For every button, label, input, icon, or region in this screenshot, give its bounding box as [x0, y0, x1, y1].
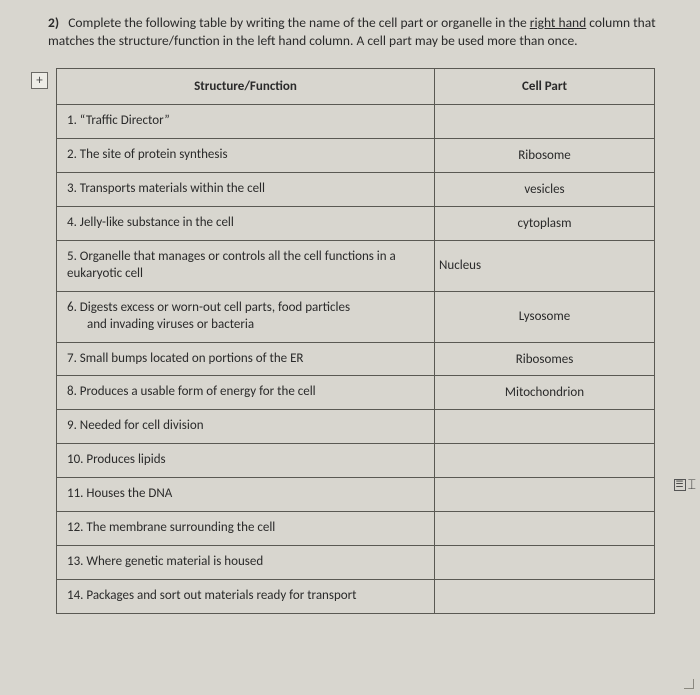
cell-part-answer[interactable]: cytoplasm [435, 207, 655, 241]
table-row: 10. Produces lipids [57, 444, 655, 478]
structure-function-cell: 6. Digests excess or worn-out cell parts… [57, 291, 435, 342]
structure-function-cell: 13. Where genetic material is housed [57, 545, 435, 579]
table-row: 4. Jelly-like substance in the cellcytop… [57, 207, 655, 241]
table-row: 13. Where genetic material is housed [57, 545, 655, 579]
structure-function-cell: 2. The site of protein synthesis [57, 139, 435, 173]
structure-function-cell: 4. Jelly-like substance in the cell [57, 207, 435, 241]
structure-function-subline: and invading viruses or bacteria [67, 317, 426, 334]
table-row: 11. Houses the DNA [57, 478, 655, 512]
table-expand-handle[interactable]: + [31, 72, 48, 89]
cell-part-answer[interactable]: Lysosome [435, 291, 655, 342]
structure-function-cell: 14. Packages and sort out materials read… [57, 579, 435, 613]
table-row: 1. “Traffic Director” [57, 105, 655, 139]
cell-part-answer[interactable] [435, 545, 655, 579]
question-instructions: 2) Complete the following table by writi… [48, 14, 672, 50]
instruction-underlined: right hand [530, 14, 586, 31]
cell-part-answer[interactable] [435, 512, 655, 546]
structure-function-cell: 11. Houses the DNA [57, 478, 435, 512]
cell-part-answer[interactable] [435, 410, 655, 444]
header-cell-part: Cell Part [435, 69, 655, 105]
cell-part-answer[interactable]: Nucleus [435, 241, 655, 292]
header-structure-function: Structure/Function [57, 69, 435, 105]
structure-function-cell: 7. Small bumps located on portions of th… [57, 342, 435, 376]
cell-part-answer[interactable] [435, 105, 655, 139]
table-row: 2. The site of protein synthesisRibosome [57, 139, 655, 173]
cell-part-answer[interactable]: Mitochondrion [435, 376, 655, 410]
layout-options-icon[interactable]: ☰ ⌶ [674, 476, 696, 493]
resize-corner-icon[interactable] [684, 679, 694, 689]
structure-function-cell: 5. Organelle that manages or controls al… [57, 241, 435, 292]
table-row: 14. Packages and sort out materials read… [57, 579, 655, 613]
table-row: 8. Produces a usable form of energy for … [57, 376, 655, 410]
table-row: 9. Needed for cell division [57, 410, 655, 444]
cell-part-answer[interactable] [435, 478, 655, 512]
cell-part-answer[interactable]: Ribosome [435, 139, 655, 173]
structure-function-cell: 12. The membrane surrounding the cell [57, 512, 435, 546]
cell-part-answer[interactable] [435, 579, 655, 613]
cell-part-answer[interactable]: Ribosomes [435, 342, 655, 376]
cell-part-answer[interactable] [435, 444, 655, 478]
table-row: 5. Organelle that manages or controls al… [57, 241, 655, 292]
cell-parts-table: Structure/Function Cell Part 1. “Traffic… [56, 68, 655, 613]
table-row: 7. Small bumps located on portions of th… [57, 342, 655, 376]
question-number: 2) [48, 14, 59, 31]
table-row: 6. Digests excess or worn-out cell parts… [57, 291, 655, 342]
cursor-icon: ⌶ [688, 476, 696, 493]
cell-part-answer[interactable]: vesicles [435, 173, 655, 207]
structure-function-cell: 10. Produces lipids [57, 444, 435, 478]
structure-function-cell: 3. Transports materials within the cell [57, 173, 435, 207]
table-row: 12. The membrane surrounding the cell [57, 512, 655, 546]
instruction-text-a: Complete the following table by writing … [68, 14, 530, 31]
table-row: 3. Transports materials within the cellv… [57, 173, 655, 207]
structure-function-cell: 9. Needed for cell division [57, 410, 435, 444]
structure-function-cell: 8. Produces a usable form of energy for … [57, 376, 435, 410]
structure-function-cell: 1. “Traffic Director” [57, 105, 435, 139]
layout-box-icon: ☰ [674, 479, 686, 491]
table-body: 1. “Traffic Director”2. The site of prot… [57, 105, 655, 613]
worksheet-page: 2) Complete the following table by writi… [0, 0, 700, 695]
table-header-row: Structure/Function Cell Part [57, 69, 655, 105]
